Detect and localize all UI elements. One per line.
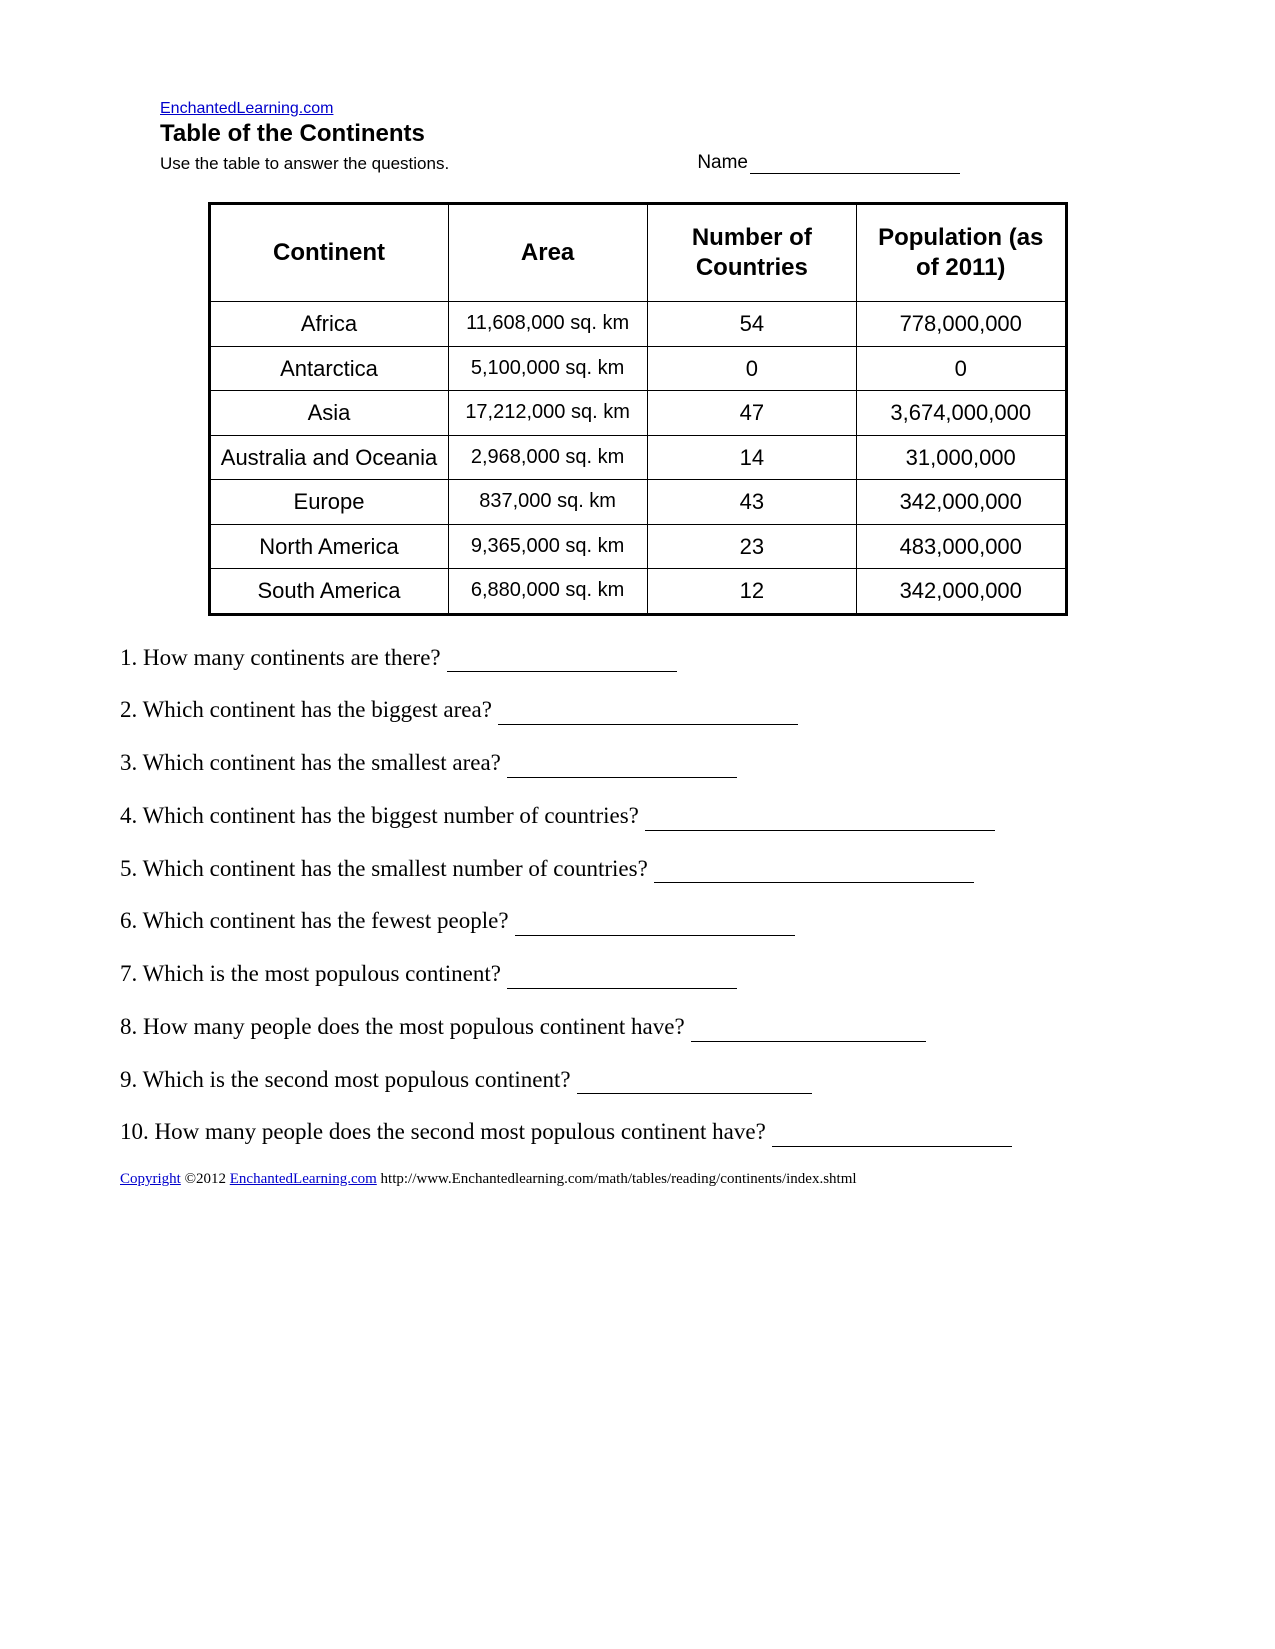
cell-continent: Antarctica xyxy=(209,346,448,391)
cell-area: 2,968,000 sq. km xyxy=(448,435,647,480)
cell-area: 6,880,000 sq. km xyxy=(448,569,647,615)
table-body: Africa 11,608,000 sq. km 54 778,000,000 … xyxy=(209,302,1066,615)
continents-table: Continent Area Number of Countries Popul… xyxy=(208,202,1068,616)
question-text: 2. Which continent has the biggest area? xyxy=(120,697,492,722)
answer-blank[interactable] xyxy=(447,649,677,672)
name-blank[interactable] xyxy=(750,173,960,174)
cell-countries: 12 xyxy=(647,569,856,615)
site-link[interactable]: EnchantedLearning.com xyxy=(160,100,333,117)
cell-population: 483,000,000 xyxy=(856,524,1066,569)
question: 5. Which continent has the smallest numb… xyxy=(120,855,1155,884)
cell-continent: Europe xyxy=(209,480,448,525)
table-row: Australia and Oceania 2,968,000 sq. km 1… xyxy=(209,435,1066,480)
cell-area: 837,000 sq. km xyxy=(448,480,647,525)
cell-population: 342,000,000 xyxy=(856,569,1066,615)
cell-population: 778,000,000 xyxy=(856,302,1066,347)
worksheet-page: EnchantedLearning.com Table of the Conti… xyxy=(0,0,1275,1248)
question: 6. Which continent has the fewest people… xyxy=(120,907,1155,936)
cell-continent: Australia and Oceania xyxy=(209,435,448,480)
question: 10. How many people does the second most… xyxy=(120,1118,1155,1147)
copyright-link[interactable]: Copyright xyxy=(120,1171,181,1187)
cell-continent: North America xyxy=(209,524,448,569)
answer-blank[interactable] xyxy=(645,808,995,831)
cell-area: 5,100,000 sq. km xyxy=(448,346,647,391)
name-field: Name xyxy=(697,152,960,174)
footer: Copyright ©2012 EnchantedLearning.com ht… xyxy=(120,1171,1155,1188)
cell-area: 17,212,000 sq. km xyxy=(448,391,647,436)
col-header-area: Area xyxy=(448,204,647,302)
question: 7. Which is the most populous continent? xyxy=(120,960,1155,989)
page-subtitle: Use the table to answer the questions. xyxy=(160,154,449,174)
table-row: Europe 837,000 sq. km 43 342,000,000 xyxy=(209,480,1066,525)
table-row: South America 6,880,000 sq. km 12 342,00… xyxy=(209,569,1066,615)
question: 3. Which continent has the smallest area… xyxy=(120,749,1155,778)
cell-countries: 47 xyxy=(647,391,856,436)
page-title: Table of the Continents xyxy=(160,120,449,148)
cell-countries: 23 xyxy=(647,524,856,569)
question-text: 4. Which continent has the biggest numbe… xyxy=(120,803,639,828)
answer-blank[interactable] xyxy=(515,913,795,936)
cell-population: 342,000,000 xyxy=(856,480,1066,525)
answer-blank[interactable] xyxy=(577,1071,812,1094)
answer-blank[interactable] xyxy=(691,1019,926,1042)
table-header-row: Continent Area Number of Countries Popul… xyxy=(209,204,1066,302)
answer-blank[interactable] xyxy=(498,702,798,725)
footer-site-link[interactable]: EnchantedLearning.com xyxy=(230,1171,377,1187)
question-text: 3. Which continent has the smallest area… xyxy=(120,750,501,775)
col-header-population: Population (as of 2011) xyxy=(856,204,1066,302)
question-text: 10. How many people does the second most… xyxy=(120,1119,766,1144)
cell-area: 11,608,000 sq. km xyxy=(448,302,647,347)
cell-population: 0 xyxy=(856,346,1066,391)
question-text: 7. Which is the most populous continent? xyxy=(120,961,501,986)
question: 1. How many continents are there? xyxy=(120,644,1155,673)
cell-continent: Asia xyxy=(209,391,448,436)
question: 4. Which continent has the biggest numbe… xyxy=(120,802,1155,831)
question-text: 6. Which continent has the fewest people… xyxy=(120,908,509,933)
title-row: Table of the Continents Use the table to… xyxy=(160,118,960,174)
header: EnchantedLearning.com Table of the Conti… xyxy=(160,100,1155,174)
title-group: Table of the Continents Use the table to… xyxy=(160,118,449,174)
name-label: Name xyxy=(697,152,748,173)
question-text: 9. Which is the second most populous con… xyxy=(120,1067,571,1092)
question: 2. Which continent has the biggest area? xyxy=(120,696,1155,725)
cell-population: 31,000,000 xyxy=(856,435,1066,480)
question-text: 1. How many continents are there? xyxy=(120,645,441,670)
cell-countries: 14 xyxy=(647,435,856,480)
footer-url: http://www.Enchantedlearning.com/math/ta… xyxy=(377,1171,857,1187)
question-text: 8. How many people does the most populou… xyxy=(120,1014,685,1039)
answer-blank[interactable] xyxy=(772,1124,1012,1147)
cell-countries: 54 xyxy=(647,302,856,347)
cell-area: 9,365,000 sq. km xyxy=(448,524,647,569)
col-header-countries: Number of Countries xyxy=(647,204,856,302)
question: 9. Which is the second most populous con… xyxy=(120,1066,1155,1095)
copyright-text: ©2012 xyxy=(181,1171,230,1187)
cell-continent: South America xyxy=(209,569,448,615)
cell-countries: 0 xyxy=(647,346,856,391)
cell-countries: 43 xyxy=(647,480,856,525)
table-row: North America 9,365,000 sq. km 23 483,00… xyxy=(209,524,1066,569)
table-row: Antarctica 5,100,000 sq. km 0 0 xyxy=(209,346,1066,391)
question-text: 5. Which continent has the smallest numb… xyxy=(120,856,648,881)
col-header-continent: Continent xyxy=(209,204,448,302)
cell-population: 3,674,000,000 xyxy=(856,391,1066,436)
answer-blank[interactable] xyxy=(507,966,737,989)
table-row: Africa 11,608,000 sq. km 54 778,000,000 xyxy=(209,302,1066,347)
question: 8. How many people does the most populou… xyxy=(120,1013,1155,1042)
table-row: Asia 17,212,000 sq. km 47 3,674,000,000 xyxy=(209,391,1066,436)
cell-continent: Africa xyxy=(209,302,448,347)
questions: 1. How many continents are there? 2. Whi… xyxy=(120,644,1155,1148)
answer-blank[interactable] xyxy=(507,755,737,778)
answer-blank[interactable] xyxy=(654,860,974,883)
